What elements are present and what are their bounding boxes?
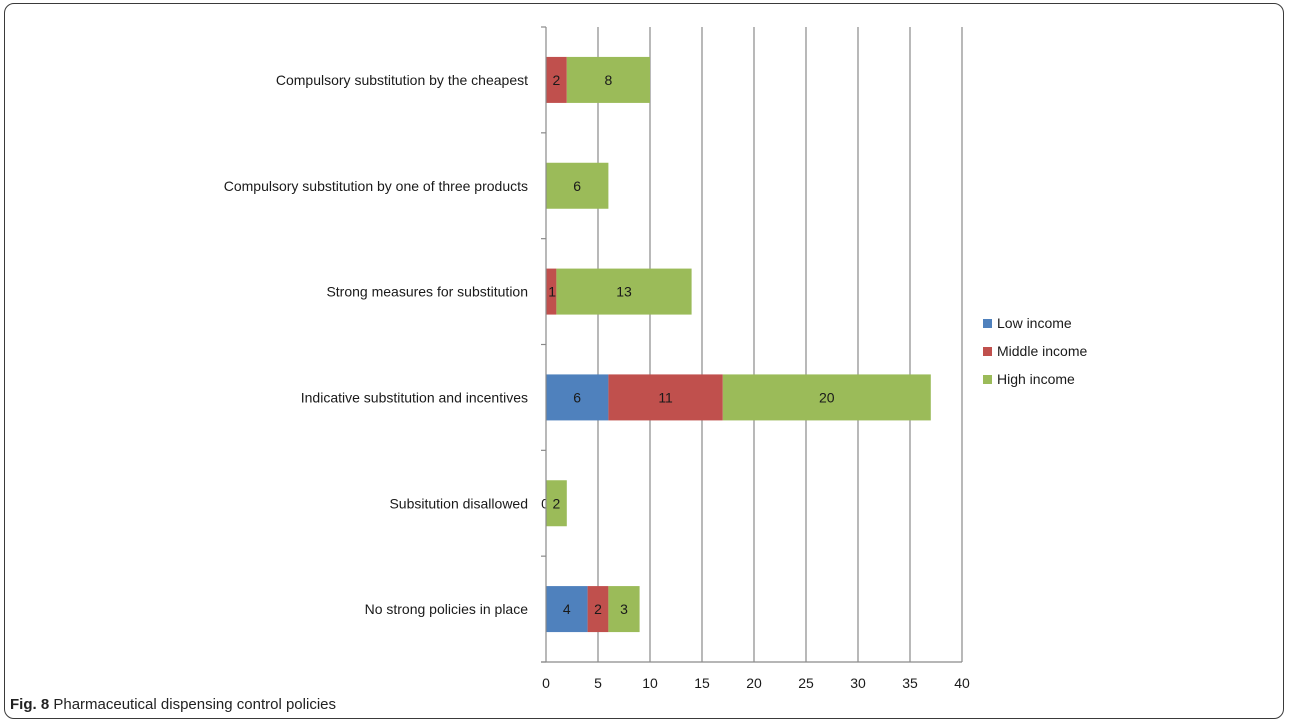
x-tick-label: 20	[746, 675, 762, 691]
legend-label: Low income	[997, 315, 1072, 331]
figure-caption: Fig. 8 Pharmaceutical dispensing control…	[10, 696, 336, 713]
category-label: Strong measures for substitution	[326, 284, 528, 300]
bar-segment	[608, 586, 640, 633]
bar-segment	[546, 480, 567, 527]
category-label: Subsitution disallowed	[389, 495, 528, 511]
caption-label: Fig. 8	[10, 696, 50, 713]
category-label: Compulsory substitution by one of three …	[224, 178, 528, 194]
bars: 2 861 136 11 200 24 2 3	[541, 56, 931, 633]
bar-segment	[587, 586, 609, 633]
x-tick-label: 40	[954, 675, 970, 691]
caption-text: Pharmaceutical dispensing control polici…	[53, 696, 336, 713]
bar-data-label: 6	[573, 178, 581, 194]
bar-segment	[546, 162, 609, 209]
x-tick-label: 10	[642, 675, 658, 691]
bar-data-label: 8	[605, 72, 613, 88]
bar-segment	[546, 268, 557, 315]
x-tick-label: 25	[798, 675, 814, 691]
bar-segment	[546, 586, 588, 633]
bar-data-label: 11	[658, 389, 673, 405]
bar-data-label: 2	[553, 72, 561, 88]
category-label: Indicative substitution and incentives	[301, 389, 528, 405]
x-tick-label: 30	[850, 675, 866, 691]
category-label: No strong policies in place	[365, 601, 529, 617]
legend-label: Middle income	[997, 343, 1087, 359]
figure-frame	[4, 3, 1284, 719]
bar-segment	[556, 268, 692, 315]
legend-swatch	[983, 375, 992, 384]
bar-data-label: 20	[819, 389, 835, 405]
bar-data-label: 4	[563, 601, 571, 617]
x-tick-label: 5	[594, 675, 602, 691]
bar-data-label: 0	[541, 495, 549, 511]
legend-swatch	[983, 347, 992, 356]
bar-data-label: 2	[553, 495, 561, 511]
bar-data-label: 6	[573, 389, 581, 405]
bar-segment	[546, 56, 567, 103]
x-tick-label: 35	[902, 675, 918, 691]
legend: Low income Middle income High income	[983, 315, 1087, 387]
x-tick-label: 0	[542, 675, 550, 691]
bar-segment	[546, 374, 609, 421]
bar-data-label: 13	[616, 284, 632, 300]
bar-data-label: 2	[594, 601, 602, 617]
bar-segment	[566, 56, 650, 103]
legend-swatch	[983, 319, 992, 328]
bar-segment	[722, 374, 931, 421]
x-tick-label: 15	[694, 675, 710, 691]
gridlines	[597, 27, 963, 662]
bar-data-label: 3	[620, 601, 628, 617]
legend-label: High income	[997, 371, 1075, 387]
category-label: Compulsory substitution by the cheapest	[276, 72, 528, 88]
bar-data-label: 1	[548, 284, 556, 300]
bar-segment	[608, 374, 723, 421]
